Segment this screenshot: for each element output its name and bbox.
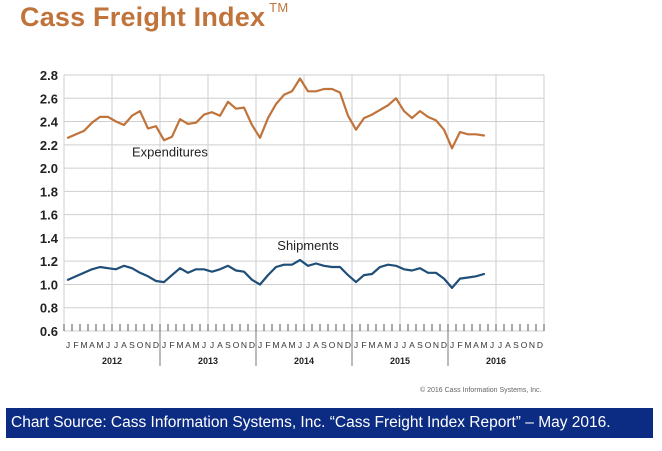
month-label: O [425, 340, 432, 350]
month-label: D [249, 340, 255, 350]
chart-title-text: Cass Freight Index [20, 2, 266, 32]
y-tick-label: 0.6 [40, 324, 58, 339]
copyright-notice: © 2016 Cass Information Systems, Inc. [420, 387, 542, 394]
month-label: S [129, 340, 135, 350]
chart-title: Cass Freight Index TM [20, 0, 289, 33]
month-label: D [537, 340, 543, 350]
month-label: F [361, 340, 366, 350]
month-label: F [457, 340, 462, 350]
month-label: M [176, 340, 183, 350]
month-label: A [89, 340, 95, 350]
series-label-shipments: Shipments [277, 238, 339, 253]
month-label: A [185, 340, 191, 350]
series-line-expenditures [66, 77, 486, 150]
month-label: D [153, 340, 159, 350]
series-label-expenditures: Expenditures [132, 144, 208, 159]
month-label: A [505, 340, 511, 350]
month-label: N [241, 340, 247, 350]
month-label: O [137, 340, 144, 350]
month-label: J [66, 340, 70, 350]
month-label: A [377, 340, 383, 350]
year-label: 2012 [102, 356, 122, 366]
month-label: J [210, 340, 214, 350]
month-label: N [433, 340, 439, 350]
month-label: J [162, 340, 166, 350]
month-label: F [169, 340, 174, 350]
series-lines [66, 77, 486, 289]
month-label: S [321, 340, 327, 350]
month-label: M [464, 340, 471, 350]
month-label: O [329, 340, 336, 350]
y-tick-label: 1.0 [40, 277, 58, 292]
month-label: N [145, 340, 151, 350]
month-label: D [345, 340, 351, 350]
month-label: M [368, 340, 375, 350]
chart-source-bar: Chart Source: Cass Information Systems, … [6, 408, 653, 438]
month-label: J [490, 340, 494, 350]
month-label: M [80, 340, 87, 350]
month-label: J [306, 340, 310, 350]
y-tick-label: 1.2 [40, 254, 58, 269]
year-label: 2016 [486, 356, 506, 366]
month-label: M [272, 340, 279, 350]
month-label: F [265, 340, 270, 350]
year-label: 2015 [390, 356, 410, 366]
y-tick-label: 0.8 [40, 301, 58, 316]
month-label: M [480, 340, 487, 350]
axis-labels: 0.6 0.8 1.0 1.2 1.4 1.6 1.8 2.0 2.2 2.4 2.6 2.8 2012… [40, 68, 545, 366]
month-label: A [473, 340, 479, 350]
month-label: O [521, 340, 528, 350]
trademark-mark: TM [269, 0, 289, 15]
y-tick-label: 1.4 [40, 231, 59, 246]
month-label: J [394, 340, 398, 350]
month-label: S [225, 340, 231, 350]
year-label: 2013 [198, 356, 218, 366]
month-label: J [402, 340, 406, 350]
y-tick-label: 2.4 [40, 115, 59, 130]
month-label: J [202, 340, 206, 350]
month-label: F [73, 340, 78, 350]
month-label: A [121, 340, 127, 350]
series-labels: Expenditures Shipments [132, 144, 339, 253]
month-label: M [288, 340, 295, 350]
month-label: A [217, 340, 223, 350]
chart-source-text: Chart Source: Cass Information Systems, … [11, 414, 611, 431]
month-label: M [384, 340, 391, 350]
month-label: J [498, 340, 502, 350]
month-label: A [409, 340, 415, 350]
y-tick-label: 2.8 [40, 68, 58, 83]
month-label: J [298, 340, 302, 350]
month-label: J [450, 340, 454, 350]
month-label: J [258, 340, 262, 350]
month-label: O [233, 340, 240, 350]
chart-area: 0.6 0.8 1.0 1.2 1.4 1.6 1.8 2.0 2.2 2.4 2.6 2.8 2012… [40, 68, 545, 366]
month-label: N [529, 340, 535, 350]
month-label: J [106, 340, 110, 350]
y-tick-label: 1.6 [40, 208, 58, 223]
month-label: A [281, 340, 287, 350]
y-tick-label: 1.8 [40, 184, 58, 199]
series-line-shipments [66, 258, 486, 289]
month-label: J [354, 340, 358, 350]
month-label: A [313, 340, 319, 350]
y-tick-label: 2.0 [40, 161, 58, 176]
month-label: S [417, 340, 423, 350]
y-tick-label: 2.2 [40, 138, 58, 153]
month-label: D [441, 340, 447, 350]
month-label: N [337, 340, 343, 350]
year-label: 2014 [294, 356, 314, 366]
month-label: J [114, 340, 118, 350]
month-label: M [96, 340, 103, 350]
month-label: S [513, 340, 519, 350]
month-label: M [192, 340, 199, 350]
y-tick-label: 2.6 [40, 91, 58, 106]
